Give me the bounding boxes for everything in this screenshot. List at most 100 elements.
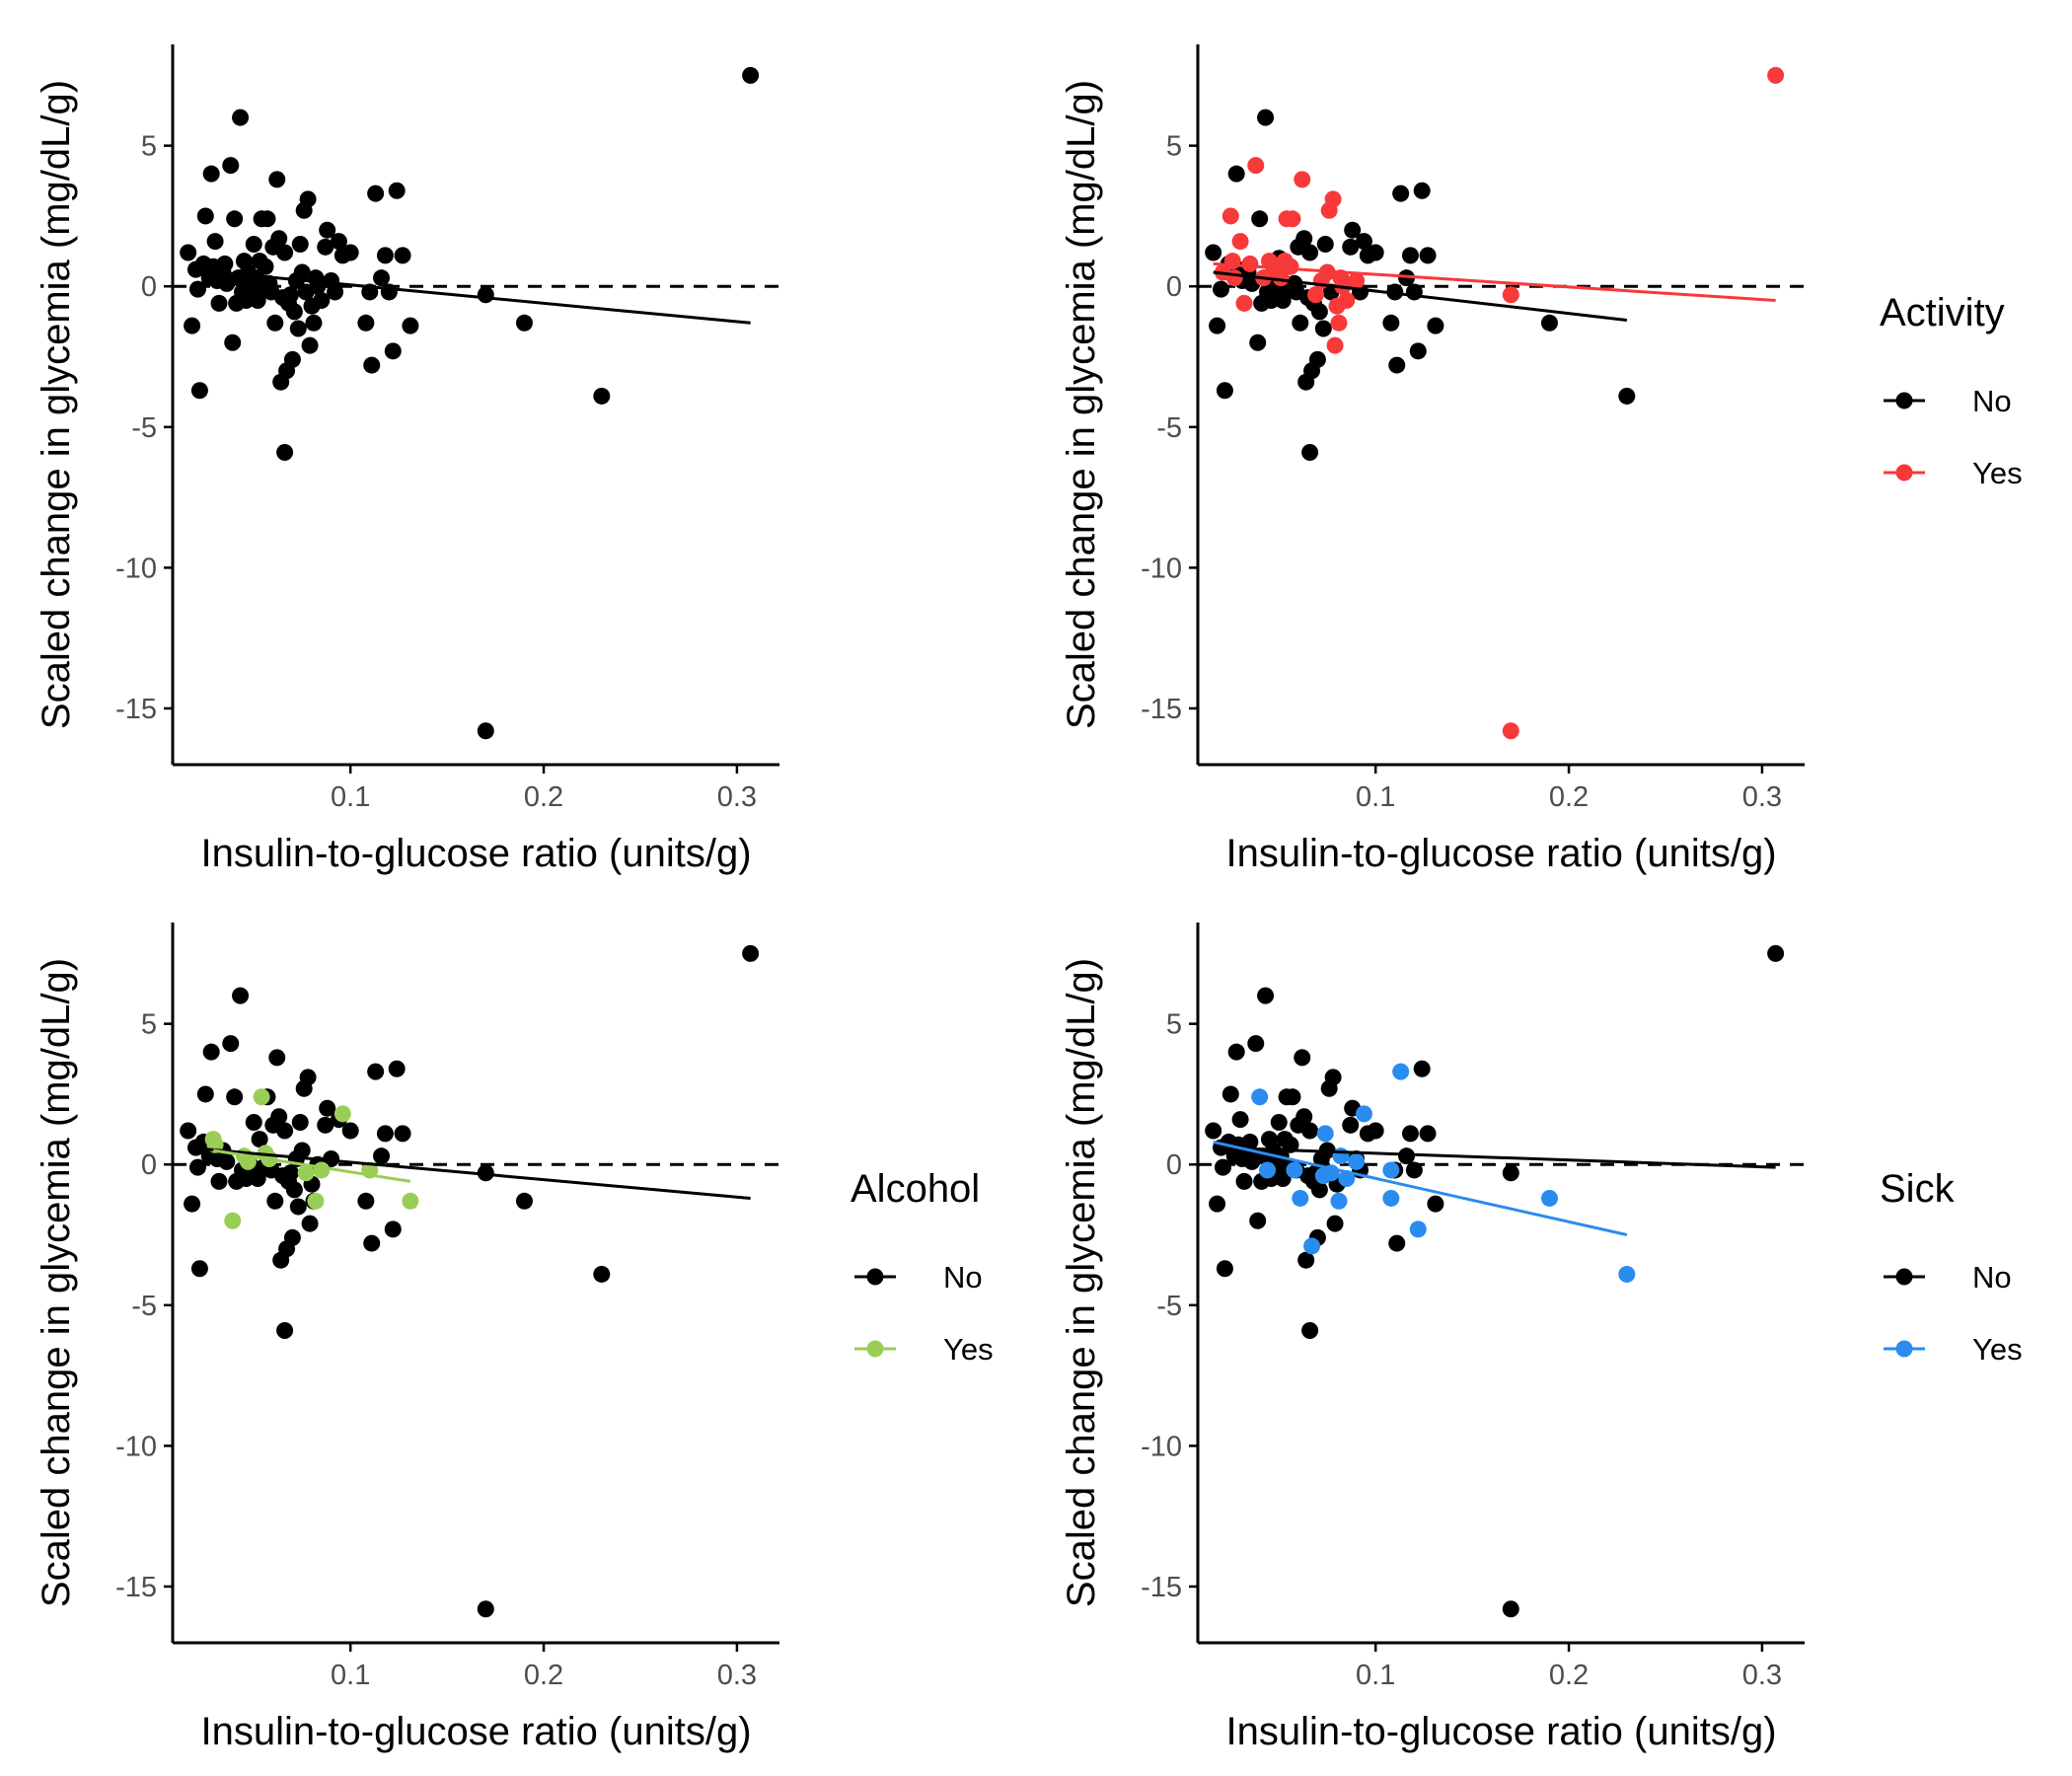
data-point (196, 1085, 214, 1103)
y-tick-label: -5 (131, 412, 157, 444)
data-point (1330, 314, 1348, 332)
data-point (301, 336, 319, 354)
x-axis-title: Insulin-to-glucose ratio (units/g) (1225, 832, 1776, 875)
fit-line-no (1213, 1146, 1776, 1169)
data-point (363, 356, 381, 374)
data-point (1401, 1125, 1419, 1143)
data-point (1367, 244, 1384, 261)
data-point (1227, 165, 1245, 183)
data-point (283, 350, 301, 368)
data-point (384, 342, 402, 360)
chart-panel-3: 5 0 -5 -10 -15 0.1 0.2 0.3 Insulin-to-glucose ra… (35, 923, 994, 1753)
data-point (402, 317, 419, 334)
data-point (367, 1063, 385, 1080)
legend-key-point (866, 1268, 884, 1286)
data-point (232, 987, 250, 1004)
y-tick-label: -10 (115, 1431, 157, 1462)
legend-key-point (1895, 1268, 1913, 1286)
data-point (313, 291, 331, 309)
y-tick-label: 0 (1166, 1149, 1182, 1181)
x-tick-label: 0.2 (524, 1660, 563, 1691)
legend-key-point (1895, 464, 1913, 481)
data-point (317, 1116, 334, 1134)
data-point (1221, 1085, 1239, 1103)
data-point (394, 1125, 411, 1143)
x-tick-label: 0.3 (1742, 1660, 1782, 1691)
data-point (1348, 1152, 1366, 1170)
y-tick-label: -15 (1141, 1572, 1182, 1603)
legend-title: Sick (1880, 1167, 1956, 1211)
data-point (376, 1125, 394, 1143)
data-point (1205, 244, 1222, 261)
data-point (1427, 317, 1444, 334)
y-tick-label: 5 (1166, 131, 1182, 163)
chart-panel-4: 5 0 -5 -10 -15 0.1 0.2 0.3 Insulin-to-glucose ra… (1060, 923, 2023, 1753)
data-point (276, 443, 294, 461)
data-point (1301, 443, 1319, 461)
data-point (293, 1142, 311, 1159)
data-point (222, 1035, 240, 1053)
fit-line-yes (1213, 1140, 1628, 1236)
data-point (1295, 230, 1313, 248)
data-point (1502, 722, 1519, 740)
data-point (388, 1060, 406, 1077)
data-point (1767, 944, 1785, 962)
data-point (1316, 235, 1334, 253)
data-point (222, 157, 240, 175)
y-tick-label: -5 (1156, 1291, 1182, 1322)
legend: Activity No Yes (1880, 291, 2023, 490)
data-point (1342, 238, 1360, 256)
data-point (1251, 210, 1269, 228)
data-point (180, 244, 197, 261)
data-point (1367, 1122, 1384, 1140)
data-point (226, 210, 244, 228)
data-point (1618, 1265, 1636, 1283)
data-point (1297, 1251, 1315, 1269)
data-point (245, 1113, 262, 1131)
data-point (1259, 1161, 1277, 1179)
data-point (291, 1113, 309, 1131)
data-point (1388, 356, 1406, 374)
data-point (1284, 210, 1301, 228)
data-point (1292, 314, 1309, 332)
data-point (515, 314, 533, 332)
legend-label: Yes (943, 1332, 994, 1367)
data-point (276, 1321, 294, 1339)
data-point (1326, 336, 1344, 354)
data-point (1284, 1088, 1301, 1106)
data-point (1502, 1600, 1519, 1618)
fit-line-no (1213, 270, 1627, 322)
data-point (1286, 1161, 1303, 1179)
series-all (180, 66, 760, 740)
y-tick-label: -15 (115, 694, 157, 725)
data-point (184, 1195, 201, 1213)
data-point (1419, 247, 1437, 264)
data-point (301, 1215, 319, 1232)
data-point (1306, 286, 1324, 304)
data-point (299, 190, 317, 208)
data-point (253, 1088, 270, 1106)
data-point (232, 109, 250, 126)
data-point (1235, 294, 1253, 312)
y-tick-label: 0 (1166, 271, 1182, 303)
data-point (330, 233, 347, 251)
series-no (180, 944, 760, 1618)
data-point (1382, 1161, 1400, 1179)
data-point (188, 280, 206, 298)
data-point (1308, 350, 1326, 368)
data-point (1216, 382, 1233, 400)
fit-line-yes (1213, 261, 1776, 302)
data-point (188, 1158, 206, 1176)
data-point (224, 333, 242, 351)
data-point (1348, 272, 1366, 290)
x-tick-label: 0.3 (1742, 781, 1782, 813)
data-point (1392, 1063, 1410, 1080)
data-point (402, 1192, 419, 1210)
y-tick-label: 5 (141, 1009, 157, 1041)
data-point (1326, 1215, 1344, 1232)
data-point (327, 283, 344, 301)
data-point (1303, 1237, 1321, 1255)
legend-label: Yes (1972, 456, 2023, 490)
x-axis-title: Insulin-to-glucose ratio (units/g) (200, 1710, 751, 1753)
y-axis-title: Scaled change in glycemia (mg/dL/g) (35, 80, 78, 729)
